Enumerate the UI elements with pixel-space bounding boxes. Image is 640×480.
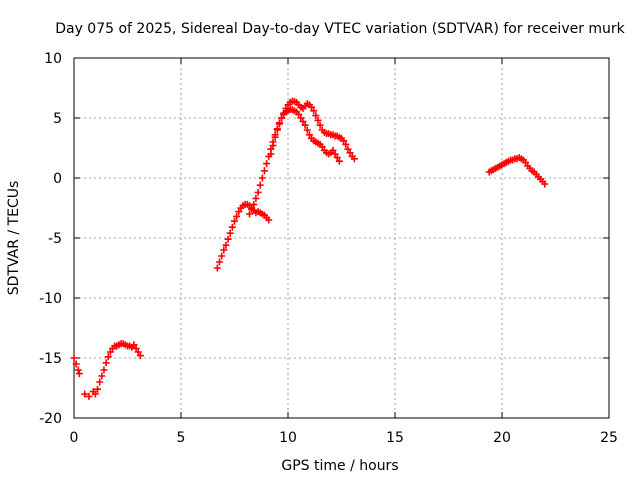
x-axis-label: GPS time / hours xyxy=(281,458,398,474)
data-point xyxy=(522,158,530,166)
data-point xyxy=(260,167,268,175)
data-points xyxy=(70,97,549,400)
data-point xyxy=(233,212,241,220)
data-point xyxy=(299,118,307,126)
data-point xyxy=(245,210,253,218)
grid-lines xyxy=(74,58,609,418)
data-point xyxy=(130,341,138,349)
data-point xyxy=(228,223,236,231)
series-arc-1 xyxy=(70,354,83,378)
data-point xyxy=(248,205,256,213)
data-point xyxy=(312,112,320,120)
data-point xyxy=(297,114,305,122)
data-point xyxy=(541,180,549,188)
data-point xyxy=(335,157,343,165)
data-point xyxy=(282,104,290,112)
series-arc-3 xyxy=(213,200,273,272)
data-point xyxy=(256,181,264,189)
y-tick-label: -10 xyxy=(39,291,62,307)
series-arc-2 xyxy=(81,340,144,400)
data-point xyxy=(224,235,232,243)
data-point xyxy=(267,150,275,158)
data-point xyxy=(308,103,316,111)
x-tick-label: 10 xyxy=(279,430,297,446)
series-arc-4 xyxy=(245,106,343,218)
y-tick-label: 0 xyxy=(53,171,62,187)
x-tick-label: 15 xyxy=(386,430,404,446)
y-axis-label: SDTVAR / TECUs xyxy=(6,181,22,296)
data-point xyxy=(342,140,350,148)
series-arc-6 xyxy=(485,154,549,188)
data-point xyxy=(329,146,337,154)
data-point xyxy=(75,370,83,378)
data-point xyxy=(216,258,224,266)
y-tick-label: 10 xyxy=(44,51,62,67)
data-point xyxy=(318,143,326,151)
data-point xyxy=(222,241,230,249)
data-point xyxy=(91,390,99,398)
data-point xyxy=(310,107,318,115)
data-point xyxy=(258,174,266,182)
data-point xyxy=(70,354,78,362)
data-point xyxy=(275,120,283,128)
data-point xyxy=(100,366,108,374)
data-point xyxy=(235,208,243,216)
data-point xyxy=(218,252,226,260)
data-point xyxy=(252,194,260,202)
data-point xyxy=(254,188,262,196)
data-point xyxy=(74,366,82,374)
data-point xyxy=(85,392,93,400)
data-point xyxy=(316,121,324,129)
data-point xyxy=(132,344,140,352)
data-point xyxy=(340,137,348,145)
data-point xyxy=(305,131,313,139)
x-tick-label: 20 xyxy=(493,430,511,446)
data-point xyxy=(333,154,341,162)
data-point xyxy=(271,133,279,141)
x-tick-label: 0 xyxy=(70,430,79,446)
y-tick-label: 5 xyxy=(53,111,62,127)
data-point xyxy=(102,359,110,367)
data-point xyxy=(301,121,309,129)
data-point xyxy=(134,348,142,356)
data-point xyxy=(303,126,311,134)
data-point xyxy=(314,116,322,124)
data-point xyxy=(278,114,286,122)
data-point xyxy=(98,372,106,380)
data-point xyxy=(104,353,112,361)
data-point xyxy=(250,200,258,208)
data-point xyxy=(263,160,271,168)
data-point xyxy=(346,149,354,157)
data-point xyxy=(136,352,144,360)
data-point xyxy=(331,150,339,158)
data-point xyxy=(81,390,89,398)
y-tick-label: -5 xyxy=(48,231,62,247)
data-point xyxy=(344,145,352,153)
data-point xyxy=(220,246,228,254)
y-tick-label: -20 xyxy=(39,411,62,427)
y-tick-label: -15 xyxy=(39,351,62,367)
data-point xyxy=(226,229,234,237)
data-point xyxy=(295,110,303,118)
data-point xyxy=(72,360,80,368)
data-point xyxy=(213,264,221,272)
data-point xyxy=(94,385,102,393)
data-point xyxy=(96,378,104,386)
chart-title: Day 075 of 2025, Sidereal Day-to-day VTE… xyxy=(55,21,625,37)
series-arc-5 xyxy=(267,97,358,163)
data-point xyxy=(280,109,288,117)
data-point xyxy=(269,142,277,150)
x-tick-label: 25 xyxy=(600,430,618,446)
data-point xyxy=(350,155,358,163)
x-tick-label: 5 xyxy=(177,430,186,446)
data-point xyxy=(231,217,238,225)
data-point xyxy=(265,216,273,224)
axis-ticks: 0 5 10 15 20 25 -20 -15 -10 -5 0 5 10 xyxy=(39,51,618,446)
data-point xyxy=(273,126,281,134)
data-point xyxy=(106,348,114,356)
